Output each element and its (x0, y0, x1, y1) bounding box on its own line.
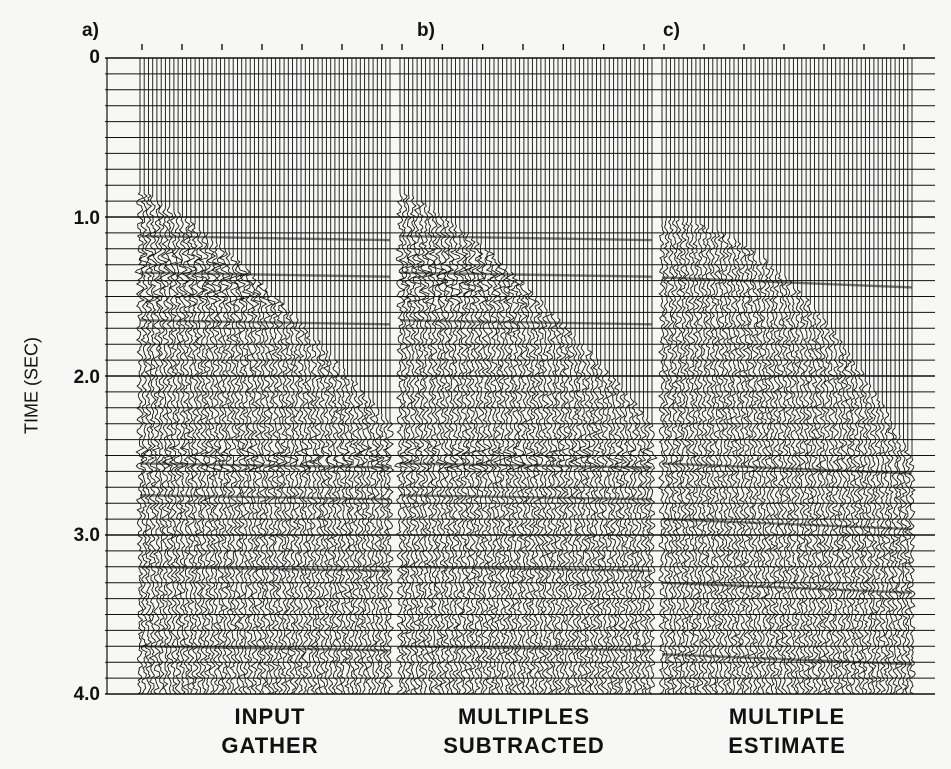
reflector-band (139, 319, 391, 326)
reflector-band (139, 271, 391, 278)
reflector-band (399, 234, 653, 242)
time-tick-0: 0 (89, 47, 100, 68)
reflector-band (399, 494, 653, 501)
time-tick-4: 4.0 (73, 684, 100, 705)
reflector-band (139, 494, 391, 501)
reflector-band (139, 645, 391, 652)
panel-c-caption-line2: ESTIMATE (728, 733, 846, 758)
panel-b-caption-line2: SUBTRACTED (443, 733, 605, 758)
panel-b-letter: b) (417, 20, 435, 41)
time-tick-1: 1.0 (73, 208, 100, 229)
panel-c-caption-line1: MULTIPLE (728, 704, 846, 729)
panel-a-caption-line2: GATHER (221, 733, 319, 758)
reflector-band (399, 271, 653, 278)
panel-c-caption: MULTIPLE ESTIMATE (667, 702, 907, 760)
reflector-band (399, 565, 653, 572)
reflector-band (399, 319, 653, 326)
reflector-band (661, 581, 913, 594)
time-tick-2: 2.0 (73, 367, 100, 388)
panel-a-caption: INPUT GATHER (150, 702, 390, 760)
panel-c-letter: c) (663, 20, 680, 41)
panel-a-caption-line1: INPUT (234, 704, 306, 729)
reflector-band (399, 645, 653, 652)
reflector-band (139, 565, 391, 572)
reflector-band (139, 234, 391, 242)
time-axis-title: TIME (SEC) (21, 337, 42, 434)
time-tick-3: 3.0 (73, 525, 100, 546)
reflector-band (139, 462, 391, 469)
panel-b-caption-line1: MULTIPLES (457, 704, 591, 729)
panel-a-letter: a) (82, 20, 99, 41)
reflector-band (661, 276, 913, 289)
reflector-band (399, 462, 653, 469)
reflector-band (661, 517, 913, 531)
panel-b-caption: MULTIPLES SUBTRACTED (404, 702, 644, 760)
